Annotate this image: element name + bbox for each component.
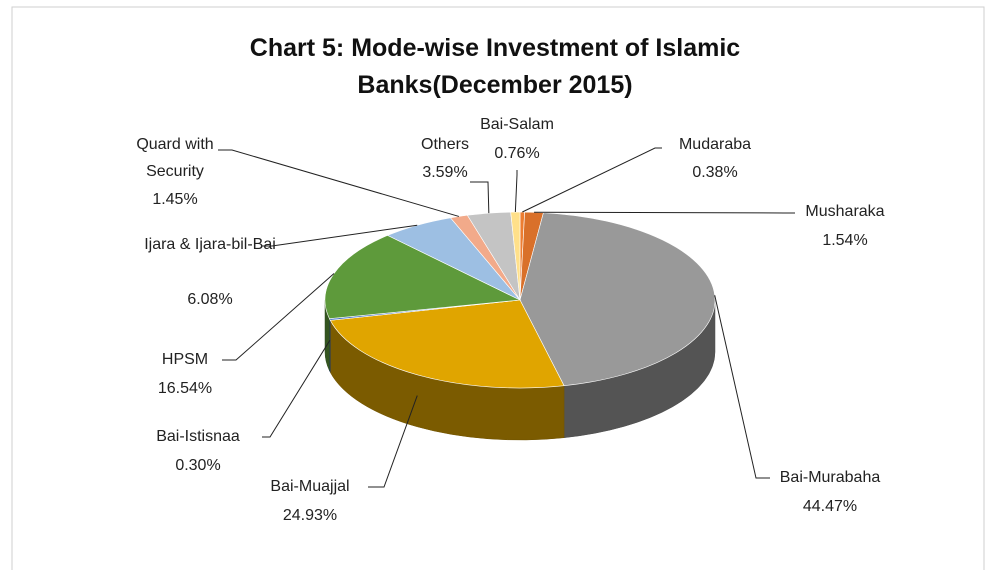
- value-label: 6.08%: [187, 291, 233, 308]
- leader-line: [222, 273, 335, 361]
- value-label: 1.45%: [152, 191, 198, 208]
- leader-line: [522, 147, 662, 213]
- category-label: Bai-Salam: [480, 116, 554, 133]
- category-label: Bai-Istisnaa: [156, 428, 240, 445]
- value-label: 3.59%: [422, 164, 468, 181]
- value-label: 0.76%: [494, 145, 540, 162]
- category-label: Mudaraba: [678, 136, 752, 153]
- leader-line: [470, 181, 490, 214]
- leader-line: [368, 395, 418, 488]
- category-label: Quard with Security: [136, 136, 214, 180]
- leader-line: [218, 149, 460, 217]
- value-label: 0.30%: [175, 457, 221, 474]
- value-label: 16.54%: [157, 380, 213, 397]
- value-label: 44.47%: [802, 498, 858, 515]
- leader-line: [514, 170, 518, 213]
- leader-line: [262, 340, 331, 438]
- slice: [329, 299, 565, 389]
- category-label: HPSM: [161, 351, 209, 368]
- leader-line: [262, 224, 418, 247]
- slice: [519, 212, 716, 387]
- category-label: Others: [420, 136, 470, 153]
- category-label: Bai-Muajjal: [270, 478, 350, 495]
- category-label: Bai-Murabaha: [779, 469, 881, 486]
- value-label: 0.38%: [692, 164, 738, 181]
- leader-line: [714, 295, 770, 479]
- category-label: Musharaka: [805, 203, 885, 220]
- value-label: 24.93%: [282, 507, 338, 524]
- value-label: 1.54%: [822, 232, 868, 249]
- leader-line: [534, 211, 795, 214]
- slice: [324, 235, 522, 320]
- chart-title: Chart 5: Mode-wise Investment of Islamic…: [249, 34, 741, 99]
- chart-border: [11, 6, 985, 570]
- category-label: Ijara & Ijara-bil-Bai: [144, 236, 276, 253]
